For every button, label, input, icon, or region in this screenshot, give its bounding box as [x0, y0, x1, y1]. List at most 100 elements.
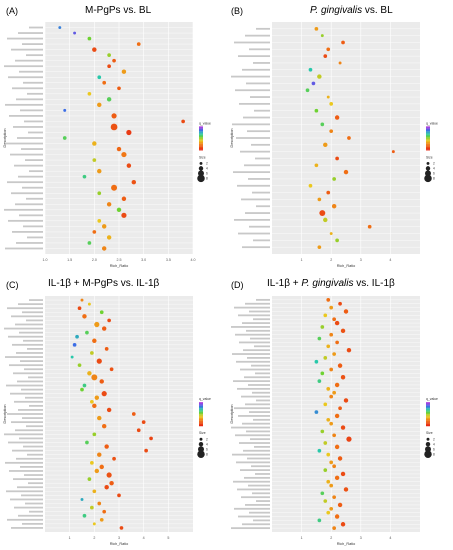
y-row-label [21, 494, 43, 497]
y-row-label [10, 153, 43, 156]
y-row-label [242, 422, 270, 425]
y-row-label [29, 299, 43, 301]
legend-size-dot [199, 437, 203, 441]
y-row-label [21, 388, 43, 391]
data-point [332, 433, 336, 438]
legend-colorbar-segment [199, 408, 203, 410]
data-point [334, 444, 340, 450]
x-tick-label: 2 [330, 258, 332, 262]
legend-colorbar-segment [426, 411, 430, 414]
legend-size-label: 6 [433, 447, 435, 451]
data-point [80, 298, 84, 302]
y-row-label [233, 171, 270, 174]
data-point [77, 363, 82, 368]
data-point [99, 310, 104, 315]
data-point [87, 477, 92, 481]
data-point [87, 241, 92, 245]
legend-colorbar-segment [426, 144, 430, 146]
data-point [340, 471, 346, 477]
data-point [126, 129, 132, 136]
y-row-label [4, 208, 43, 211]
y-row-label [29, 510, 43, 513]
y-row-label [256, 500, 270, 502]
legend-colorbar-segment [199, 146, 203, 149]
y-row-label [9, 115, 43, 117]
y-row-label [28, 376, 43, 379]
y-row-label [22, 417, 43, 419]
data-point [337, 502, 343, 508]
data-point [317, 197, 322, 202]
y-row-label [23, 81, 43, 84]
y-row-label [255, 473, 270, 475]
data-point [308, 183, 313, 188]
y-row-label [15, 323, 43, 326]
x-tick-label: 3 [118, 536, 120, 540]
y-row-label [11, 421, 43, 424]
legend-colorbar-segment [426, 403, 430, 405]
y-row-label [18, 514, 43, 517]
data-point [326, 95, 330, 99]
y-row-label [241, 395, 270, 398]
data-point [107, 53, 111, 57]
x-axis-title: Rich_Ratio [337, 264, 356, 268]
legend-colorbar-segment [426, 132, 430, 134]
y-row-label [28, 131, 43, 134]
y-row-label [24, 474, 43, 476]
legend-colorbar-segment [199, 415, 203, 417]
data-point [94, 321, 100, 328]
legend-size-dot [197, 174, 205, 183]
data-point [329, 232, 333, 235]
legend-colorbar-segment [426, 139, 430, 141]
legend-size-title: Size [426, 155, 433, 159]
y-row-label [13, 478, 43, 481]
y-row-label [24, 368, 43, 371]
panel-d-title: IL-1β + P. gingivalis vs. IL-1β [267, 278, 395, 289]
y-row-label [11, 315, 43, 318]
legend-colorbar-segment [199, 419, 203, 421]
data-point [335, 156, 339, 161]
legend-color-title: q_value [426, 121, 438, 125]
data-point [90, 460, 94, 465]
legend-colorbar-segment [199, 411, 203, 414]
data-point [106, 472, 112, 478]
x-tick-label: 5 [167, 536, 169, 540]
data-point [343, 487, 349, 492]
legend-colorbar-segment [426, 408, 430, 410]
legend-colorbar-segment [199, 421, 203, 423]
data-point [346, 436, 352, 442]
data-point [112, 456, 116, 461]
legend-size-label: 6 [433, 172, 435, 176]
y-row-label [5, 247, 43, 250]
data-point [97, 501, 102, 506]
data-point [107, 64, 111, 69]
y-row-label [248, 384, 270, 386]
data-point [149, 436, 153, 441]
legend-colorbar-segment [199, 130, 203, 132]
y-row-label [8, 441, 43, 444]
y-row-label [17, 137, 43, 139]
y-axis-title: Description [230, 405, 234, 424]
legend-colorbar-segment [199, 413, 203, 415]
data-point [326, 298, 331, 302]
legend-colorbar-segment [426, 138, 430, 140]
data-point [320, 122, 325, 127]
y-row-label [8, 219, 43, 222]
legend-colorbar-segment [426, 134, 430, 137]
y-row-label [237, 387, 270, 390]
y-row-label [238, 55, 270, 58]
data-point [136, 428, 141, 433]
y-row-label [254, 109, 270, 112]
data-point [323, 313, 328, 318]
y-row-label [247, 130, 270, 133]
y-row-label [239, 341, 270, 344]
data-point [97, 219, 102, 223]
data-point [314, 108, 319, 113]
y-row-label [249, 310, 270, 313]
y-row-label [243, 116, 270, 119]
legend-size-dot [198, 170, 204, 177]
y-row-label [239, 442, 270, 444]
data-point [320, 325, 325, 329]
y-row-label [246, 430, 270, 433]
y-row-label [233, 380, 270, 383]
data-point [317, 379, 322, 383]
